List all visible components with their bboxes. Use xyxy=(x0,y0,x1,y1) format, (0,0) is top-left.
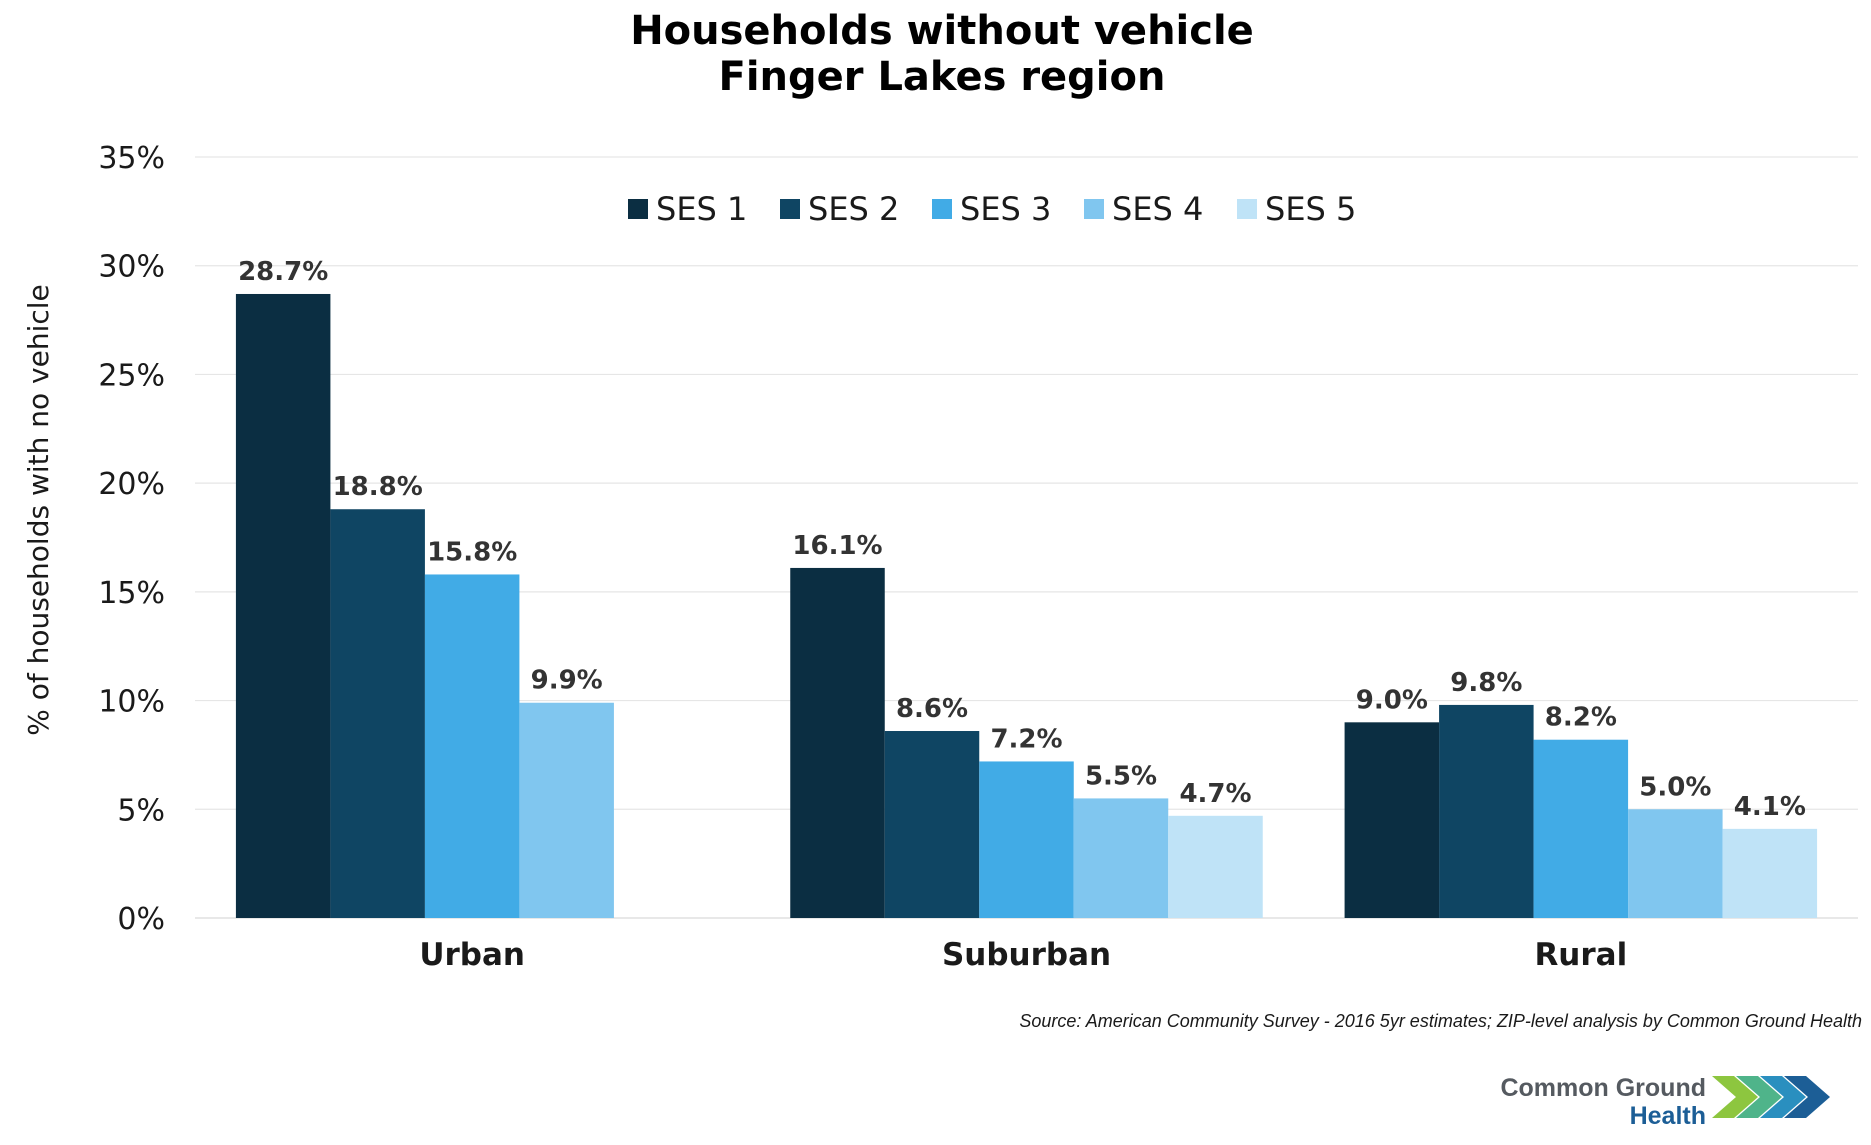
bar xyxy=(519,702,614,918)
logo-chevron xyxy=(1712,1076,1758,1118)
legend-label: SES 1 xyxy=(656,190,747,228)
legend-label: SES 4 xyxy=(1112,190,1203,228)
logo-chevron xyxy=(1760,1076,1806,1118)
common-ground-health-logo: Common Ground Health xyxy=(1500,1074,1830,1130)
legend-swatch xyxy=(628,199,648,219)
chevron-arrows-icon xyxy=(1712,1076,1830,1118)
legend-label: SES 5 xyxy=(1265,190,1356,228)
y-tick-label: 20% xyxy=(98,467,165,502)
data-label: 15.8% xyxy=(427,537,517,567)
bar xyxy=(424,574,520,918)
source-note: Source: American Community Survey - 2016… xyxy=(1019,1011,1862,1031)
bar xyxy=(1073,798,1169,918)
y-tick-label: 10% xyxy=(98,685,165,720)
bar xyxy=(1168,815,1263,918)
category-label: Suburban xyxy=(942,937,1111,973)
bar xyxy=(790,567,885,918)
bar xyxy=(1722,828,1818,918)
y-tick-label: 30% xyxy=(98,250,165,285)
data-label: 5.0% xyxy=(1639,772,1711,802)
data-label: 5.5% xyxy=(1085,761,1157,791)
data-labels: 28.7% 18.8% 15.8% 9.9% 16.1% 8.6% 7.2% 5.5% 4.7%… xyxy=(238,257,1806,822)
logo-chevron xyxy=(1736,1076,1782,1118)
legend-swatch xyxy=(780,199,800,219)
data-label: 4.1% xyxy=(1734,792,1806,822)
data-label: 9.0% xyxy=(1356,685,1428,715)
y-tick-label: 15% xyxy=(98,576,165,611)
bars xyxy=(235,293,1818,919)
chart-title-line2: Finger Lakes region xyxy=(719,54,1166,100)
legend-label: SES 3 xyxy=(960,190,1051,228)
y-tick-label: 25% xyxy=(98,358,165,393)
data-label: 18.8% xyxy=(333,472,423,502)
data-label: 7.2% xyxy=(990,724,1062,754)
bar xyxy=(1344,722,1440,918)
category-label: Rural xyxy=(1534,937,1627,973)
data-label: 8.2% xyxy=(1545,703,1617,733)
legend-swatch xyxy=(1084,199,1104,219)
bar xyxy=(235,293,331,919)
y-tick-label: 5% xyxy=(117,793,165,828)
bar xyxy=(884,731,980,918)
bar xyxy=(979,761,1074,918)
data-label: 4.7% xyxy=(1179,779,1251,809)
y-tick-label: 35% xyxy=(98,141,165,176)
bar xyxy=(1439,704,1534,918)
logo-text-line2: Health xyxy=(1630,1102,1706,1130)
y-axis-ticks: 0% 5% 10% 15% 20% 25% 30% 35% xyxy=(98,141,165,937)
data-label: 28.7% xyxy=(238,257,328,287)
chart-title-line1: Households without vehicle xyxy=(630,8,1254,54)
bar xyxy=(1533,739,1629,918)
logo-text-line1: Common Ground xyxy=(1500,1074,1706,1102)
legend-label: SES 2 xyxy=(808,190,899,228)
data-label: 16.1% xyxy=(792,531,882,561)
bar xyxy=(330,509,425,918)
category-labels: Urban Suburban Rural xyxy=(419,937,1627,973)
data-label: 9.8% xyxy=(1450,668,1522,698)
legend-swatch xyxy=(932,199,952,219)
bar xyxy=(1628,809,1723,918)
data-label: 9.9% xyxy=(531,666,603,696)
y-tick-label: 0% xyxy=(117,902,165,937)
category-label: Urban xyxy=(419,937,525,973)
legend-swatch xyxy=(1237,199,1257,219)
logo-chevron xyxy=(1784,1076,1830,1118)
y-axis-label: % of households with no vehicle xyxy=(22,284,55,736)
legend: SES 1 SES 2 SES 3 SES 4 SES 5 xyxy=(628,190,1356,228)
data-label: 8.6% xyxy=(896,694,968,724)
